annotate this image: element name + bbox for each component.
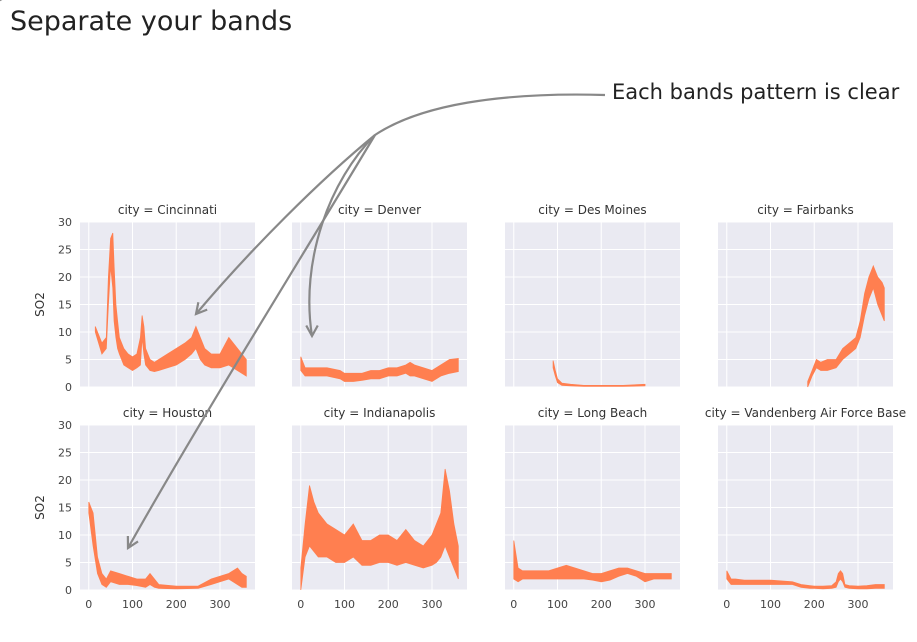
y-tick-label: 0 <box>65 381 72 394</box>
panel-title: city = Cincinnati <box>118 203 217 217</box>
panel-title: city = Indianapolis <box>324 406 436 420</box>
facet-panel: city = Denver <box>292 203 467 388</box>
facet-panel: city = Fairbanks <box>718 203 893 388</box>
annotation-arrow <box>374 93 606 136</box>
series-band <box>94 232 247 377</box>
y-tick-label: 5 <box>65 354 72 367</box>
x-tick-label: 100 <box>760 598 781 611</box>
x-tick-label: 100 <box>334 598 355 611</box>
y-tick-label: 20 <box>58 271 72 284</box>
arrow-head <box>194 302 208 316</box>
x-tick-label: 300 <box>422 598 443 611</box>
panel-title: city = Denver <box>338 203 421 217</box>
annotation-arrow <box>195 134 376 315</box>
arrow-head <box>305 324 319 339</box>
facet-panel: city = Houston 0 5 10 15 20 25 30 SO2 0 100 200 300 <box>33 406 255 611</box>
x-tick-label: 200 <box>378 598 399 611</box>
y-tick-label: 30 <box>58 216 72 229</box>
series-band <box>513 540 672 583</box>
slide-title: Separate your bands <box>10 6 293 37</box>
series-band <box>88 501 247 590</box>
y-tick-label: 15 <box>58 299 72 312</box>
annotation-arrows <box>0 0 606 551</box>
panel-title: city = Fairbanks <box>757 203 854 217</box>
y-tick-label: 5 <box>65 557 72 570</box>
annotation-arrow <box>127 134 376 549</box>
panel-title: city = Houston <box>123 406 212 420</box>
y-axis-label: SO2 <box>33 292 47 317</box>
x-tick-label: 300 <box>635 598 656 611</box>
x-tick-label: 300 <box>210 598 231 611</box>
series-band <box>300 468 459 591</box>
y-tick-label: 0 <box>65 584 72 597</box>
arrow-head <box>126 535 139 551</box>
panel-title: city = Long Beach <box>538 406 647 420</box>
y-tick-label: 10 <box>58 326 72 339</box>
series-band <box>552 360 646 387</box>
x-tick-label: 100 <box>547 598 568 611</box>
series-band <box>300 356 459 382</box>
series-band <box>726 570 885 590</box>
facet-panel: city = Vandenberg Air Force Base 0 100 200 3… <box>705 406 906 611</box>
facet-panel: city = Indianapolis 0 100 200 300 <box>292 406 467 611</box>
y-tick-label: 25 <box>58 244 72 257</box>
x-tick-label: 0 <box>297 598 304 611</box>
x-tick-label: 200 <box>591 598 612 611</box>
y-axis-label: SO2 <box>33 495 47 520</box>
y-tick-label: 15 <box>58 502 72 515</box>
x-tick-label: 100 <box>122 598 143 611</box>
y-tick-label: 30 <box>58 419 72 432</box>
y-tick-label: 20 <box>58 474 72 487</box>
x-tick-label: 0 <box>85 598 92 611</box>
x-tick-label: 200 <box>804 598 825 611</box>
series-band <box>807 264 885 388</box>
x-tick-label: 200 <box>166 598 187 611</box>
y-tick-label: 25 <box>58 447 72 460</box>
x-tick-label: 300 <box>848 598 869 611</box>
facet-panel: city = Des Moines <box>505 203 680 388</box>
x-tick-label: 0 <box>510 598 517 611</box>
panel-title: city = Des Moines <box>538 203 646 217</box>
facet-panel: city = Long Beach 0 100 200 300 <box>505 406 680 611</box>
callout-text: Each bands pattern is clear <box>612 80 900 104</box>
panel-title: city = Vandenberg Air Force Base <box>705 406 906 420</box>
y-tick-label: 10 <box>58 529 72 542</box>
facet-panel: city = Cincinnati 0 5 10 15 20 25 30 SO2 <box>33 203 255 394</box>
x-tick-label: 0 <box>723 598 730 611</box>
